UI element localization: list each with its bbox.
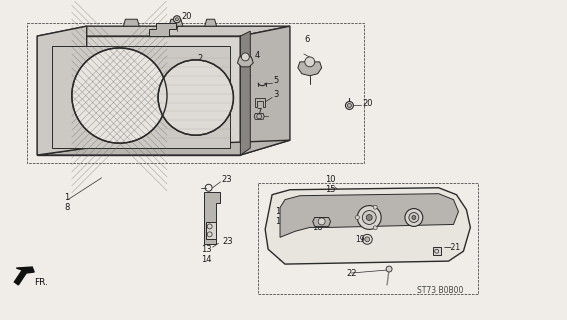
Circle shape (373, 226, 377, 230)
Circle shape (305, 57, 315, 67)
Polygon shape (169, 19, 183, 26)
Circle shape (365, 237, 370, 242)
Text: 20: 20 (181, 12, 192, 21)
Circle shape (356, 215, 359, 220)
Circle shape (409, 212, 419, 222)
Text: 3: 3 (273, 90, 278, 99)
Circle shape (175, 18, 179, 21)
Text: 8: 8 (64, 203, 69, 212)
Text: 15: 15 (325, 185, 335, 194)
Text: 7: 7 (256, 108, 261, 117)
Text: 9: 9 (198, 63, 203, 72)
Circle shape (72, 48, 167, 143)
Polygon shape (206, 222, 215, 239)
Text: 5: 5 (273, 76, 278, 85)
Circle shape (357, 206, 381, 229)
Circle shape (174, 16, 180, 23)
Text: 12: 12 (348, 203, 358, 212)
Bar (27, 23, 364, 163)
Polygon shape (240, 26, 290, 155)
Text: 4: 4 (254, 52, 260, 60)
Text: 16: 16 (275, 217, 286, 226)
Circle shape (373, 205, 377, 209)
Polygon shape (149, 23, 176, 36)
Polygon shape (255, 98, 265, 108)
Polygon shape (205, 19, 217, 26)
Circle shape (362, 211, 376, 224)
Circle shape (318, 218, 325, 225)
Polygon shape (433, 247, 441, 255)
Text: 23: 23 (222, 175, 232, 184)
Text: —21: —21 (443, 243, 461, 252)
Polygon shape (238, 57, 253, 67)
Text: 10: 10 (325, 175, 335, 184)
Polygon shape (254, 113, 264, 119)
Text: 14: 14 (201, 255, 211, 264)
Circle shape (386, 266, 392, 272)
Polygon shape (14, 267, 34, 285)
Polygon shape (37, 26, 87, 155)
Circle shape (242, 53, 249, 61)
Polygon shape (37, 26, 290, 36)
Text: 11: 11 (275, 207, 286, 216)
Polygon shape (313, 218, 331, 227)
Circle shape (412, 215, 416, 220)
Polygon shape (52, 46, 230, 148)
Text: 23: 23 (222, 237, 233, 246)
Text: ST73 B0B00: ST73 B0B00 (417, 286, 463, 295)
Text: 17: 17 (391, 205, 401, 214)
Polygon shape (298, 62, 321, 76)
Text: 13: 13 (201, 245, 211, 254)
Circle shape (405, 209, 423, 227)
Text: 20: 20 (362, 99, 373, 108)
Text: 2: 2 (198, 54, 203, 63)
Polygon shape (240, 31, 250, 155)
Polygon shape (37, 140, 290, 155)
Polygon shape (280, 194, 459, 237)
Circle shape (366, 214, 372, 220)
Polygon shape (204, 192, 219, 244)
Circle shape (348, 103, 352, 108)
Text: 1: 1 (64, 193, 69, 202)
Circle shape (345, 101, 353, 109)
Bar (258, 183, 479, 294)
Circle shape (158, 60, 234, 135)
Text: FR.: FR. (34, 278, 48, 287)
Text: 19-: 19- (356, 235, 368, 244)
Text: 22: 22 (346, 268, 357, 277)
Polygon shape (124, 19, 139, 26)
Text: 6: 6 (305, 35, 310, 44)
Polygon shape (265, 188, 471, 264)
Polygon shape (37, 36, 240, 155)
Text: 18: 18 (312, 223, 323, 232)
